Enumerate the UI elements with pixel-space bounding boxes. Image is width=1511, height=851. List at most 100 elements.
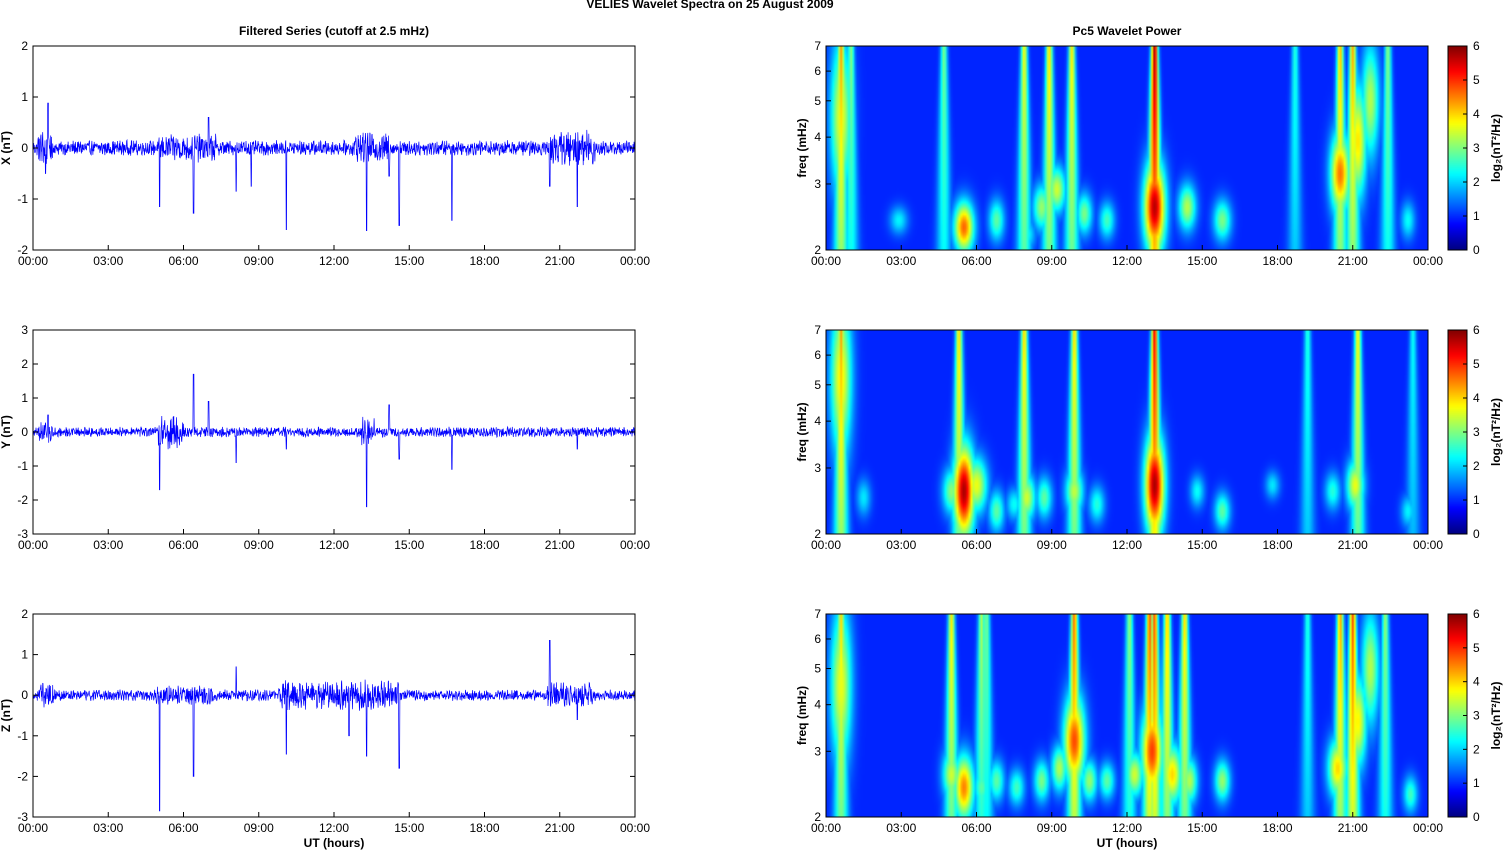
x-tick-label: 18:00 bbox=[1262, 254, 1292, 268]
colorbar-tick-label: 6 bbox=[1473, 39, 1480, 53]
colorbar-tick-label: 2 bbox=[1473, 459, 1480, 473]
y-axis-label: Z (nT) bbox=[0, 699, 13, 732]
right-column-title: Pc5 Wavelet Power bbox=[1073, 24, 1182, 38]
x-tick-label: 09:00 bbox=[1037, 254, 1067, 268]
series-line-z bbox=[32, 640, 636, 812]
colorbar-tick-label: 5 bbox=[1473, 357, 1480, 371]
colorbar-tick-label: 0 bbox=[1473, 527, 1480, 541]
x-tick-label: 03:00 bbox=[93, 538, 123, 552]
colorbar-tick-label: 0 bbox=[1473, 810, 1480, 824]
y-tick-label: 2 bbox=[814, 527, 821, 541]
x-tick-label: 21:00 bbox=[1338, 254, 1368, 268]
x-tick-label: 15:00 bbox=[394, 254, 424, 268]
x-tick-label: 21:00 bbox=[1338, 821, 1368, 835]
colorbar bbox=[1448, 614, 1467, 817]
y-tick-label: 5 bbox=[814, 662, 821, 676]
x-tick-label: 00:00 bbox=[620, 254, 650, 268]
wavelet-power-heatmap bbox=[826, 614, 1428, 817]
x-tick-label: 12:00 bbox=[1112, 821, 1142, 835]
y-axis-label: X (nT) bbox=[0, 131, 13, 165]
colorbar-tick-label: 1 bbox=[1473, 776, 1480, 790]
x-tick-label: 12:00 bbox=[319, 821, 349, 835]
y-tick-label: 0 bbox=[21, 425, 28, 439]
y-tick-label: 1 bbox=[21, 90, 28, 104]
x-tick-label: 06:00 bbox=[961, 254, 991, 268]
wavelet-power-heatmap bbox=[826, 46, 1428, 250]
x-tick-label: 21:00 bbox=[545, 821, 575, 835]
colorbar-tick-label: 2 bbox=[1473, 175, 1480, 189]
x-tick-label: 15:00 bbox=[1187, 538, 1217, 552]
wavelet-power-heatmap bbox=[826, 330, 1428, 534]
x-tick-label: 18:00 bbox=[469, 538, 499, 552]
x-tick-label: 09:00 bbox=[244, 821, 274, 835]
colorbar-tick-label: 5 bbox=[1473, 641, 1480, 655]
x-tick-label: 18:00 bbox=[1262, 821, 1292, 835]
x-tick-label: 15:00 bbox=[394, 821, 424, 835]
x-tick-label: 15:00 bbox=[1187, 821, 1217, 835]
y-axis-label: freq (mHz) bbox=[795, 402, 809, 461]
colorbar-tick-label: 1 bbox=[1473, 209, 1480, 223]
y-tick-label: -3 bbox=[17, 810, 28, 824]
colorbar-tick-label: 6 bbox=[1473, 323, 1480, 337]
y-tick-label: 4 bbox=[814, 414, 821, 428]
y-tick-label: -3 bbox=[17, 527, 28, 541]
y-tick-label: 1 bbox=[21, 648, 28, 662]
x-tick-label: 06:00 bbox=[168, 821, 198, 835]
x-tick-label: 09:00 bbox=[1037, 538, 1067, 552]
x-tick-label: 12:00 bbox=[319, 538, 349, 552]
y-tick-label: 2 bbox=[814, 243, 821, 257]
x-tick-label: 09:00 bbox=[244, 254, 274, 268]
x-tick-label: 00:00 bbox=[18, 821, 48, 835]
y-tick-label: -1 bbox=[17, 729, 28, 743]
colorbar-tick-label: 3 bbox=[1473, 425, 1480, 439]
colorbar-tick-label: 4 bbox=[1473, 675, 1480, 689]
y-tick-label: 4 bbox=[814, 130, 821, 144]
colorbar-label: log₂(nT²/Hz) bbox=[1489, 398, 1503, 466]
x-tick-label: 18:00 bbox=[1262, 538, 1292, 552]
x-tick-label: 00:00 bbox=[1413, 254, 1443, 268]
y-tick-label: 3 bbox=[814, 177, 821, 191]
y-tick-label: 6 bbox=[814, 64, 821, 78]
plot-area bbox=[33, 614, 635, 817]
x-tick-label: 00:00 bbox=[620, 821, 650, 835]
x-tick-label: 21:00 bbox=[545, 254, 575, 268]
x-tick-label: 09:00 bbox=[244, 538, 274, 552]
y-tick-label: 7 bbox=[814, 323, 821, 337]
x-tick-label: 12:00 bbox=[319, 254, 349, 268]
series-line-y bbox=[32, 373, 636, 508]
x-tick-label: 00:00 bbox=[1413, 538, 1443, 552]
x-tick-label: 15:00 bbox=[1187, 254, 1217, 268]
y-tick-label: 2 bbox=[21, 39, 28, 53]
y-tick-label: 2 bbox=[814, 810, 821, 824]
y-tick-label: -1 bbox=[17, 192, 28, 206]
x-tick-label: 03:00 bbox=[886, 254, 916, 268]
colorbar bbox=[1448, 330, 1467, 534]
x-tick-label: 03:00 bbox=[93, 254, 123, 268]
x-tick-label: 00:00 bbox=[811, 254, 841, 268]
colorbar-tick-label: 2 bbox=[1473, 742, 1480, 756]
y-tick-label: 3 bbox=[21, 323, 28, 337]
y-tick-label: -2 bbox=[17, 243, 28, 257]
x-tick-label: 03:00 bbox=[886, 538, 916, 552]
y-tick-label: 6 bbox=[814, 632, 821, 646]
y-tick-label: 6 bbox=[814, 348, 821, 362]
x-tick-label: 12:00 bbox=[1112, 254, 1142, 268]
x-tick-label: 06:00 bbox=[168, 538, 198, 552]
y-tick-label: 7 bbox=[814, 39, 821, 53]
x-tick-label: 00:00 bbox=[18, 538, 48, 552]
y-axis-label: freq (mHz) bbox=[795, 686, 809, 745]
colorbar-tick-label: 0 bbox=[1473, 243, 1480, 257]
left-column-title: Filtered Series (cutoff at 2.5 mHz) bbox=[239, 24, 429, 38]
x-tick-label: 00:00 bbox=[811, 821, 841, 835]
figure-title: VELIES Wavelet Spectra on 25 August 2009 bbox=[586, 0, 834, 11]
x-tick-label: 09:00 bbox=[1037, 821, 1067, 835]
y-tick-label: 0 bbox=[21, 688, 28, 702]
colorbar bbox=[1448, 46, 1467, 250]
colorbar-label: log₂(nT²/Hz) bbox=[1489, 114, 1503, 182]
x-tick-label: 21:00 bbox=[545, 538, 575, 552]
y-tick-label: 2 bbox=[21, 357, 28, 371]
y-tick-label: 3 bbox=[814, 744, 821, 758]
colorbar-tick-label: 1 bbox=[1473, 493, 1480, 507]
